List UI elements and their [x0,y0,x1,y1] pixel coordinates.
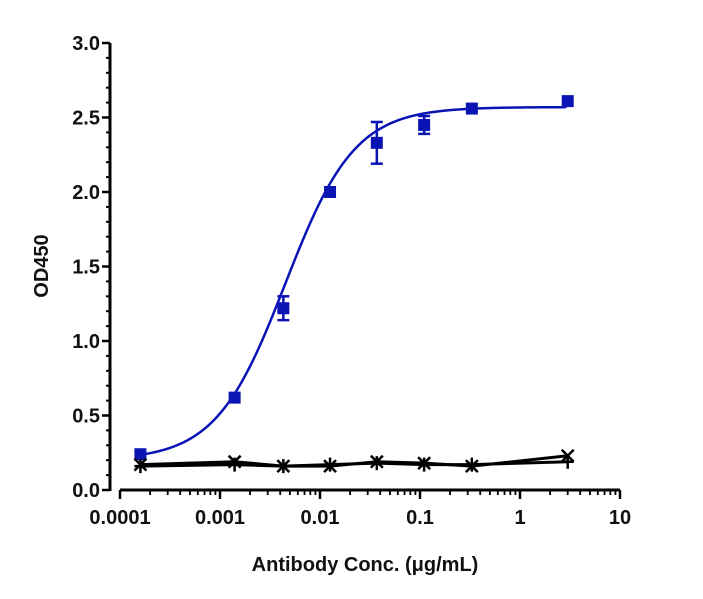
x-tick-label: 0.0001 [89,507,150,529]
fit-curve [140,105,567,457]
y-tick-label: 2.5 [72,108,100,130]
plus-marker [228,457,241,472]
plus-marker [324,457,337,472]
x-axis: 0.0001 0.001 0.01 0.1 1 10 [89,488,631,529]
plus-marker [134,459,147,474]
plus-marker [418,457,431,472]
square-marker [465,102,478,115]
y-tick-label: 2.0 [72,182,100,204]
series-control-2 [134,454,574,474]
square-marker [418,118,431,131]
plus-marker [370,456,383,471]
square-marker [228,391,241,404]
plot-area [133,95,575,474]
plus-marker [465,457,478,472]
y-axis-title: OD450 [31,234,53,297]
plus-marker [561,454,574,469]
series-control-1 [133,448,575,474]
plus-marker [277,459,290,474]
square-marker [370,136,383,149]
y-tick-label: 0.0 [72,480,100,502]
x-axis-title: Antibody Conc. (μg/mL) [252,554,479,576]
x-tick-label: 10 [609,507,631,529]
x-tick-label: 0.1 [406,507,434,529]
square-marker [561,95,574,108]
x-tick-label: 0.001 [195,507,245,529]
y-tick-label: 0.5 [72,406,100,428]
square-marker [277,302,290,315]
y-tick-label: 3.0 [72,33,100,55]
x-tick-label: 0.01 [301,507,340,529]
y-tick-label: 1.5 [72,257,100,279]
y-axis: 0.0 0.5 1.0 1.5 2.0 2.5 3.0 [72,33,112,502]
fit-curve [140,460,568,468]
y-tick-label: 1.0 [72,331,100,353]
series-antibody [134,95,574,461]
square-marker [324,186,337,198]
x-tick-label: 1 [514,507,525,529]
square-marker [134,448,147,461]
